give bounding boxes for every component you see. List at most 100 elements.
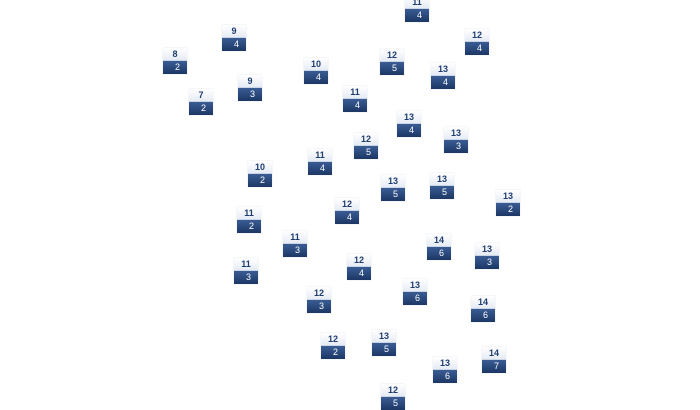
node-bottom-label: 3: [444, 140, 468, 153]
node-top-label: 13: [475, 243, 499, 256]
node-top-label: 11: [237, 207, 261, 220]
node-bottom-label: 2: [163, 61, 187, 74]
node: 12 5: [354, 133, 378, 159]
node: 13 4: [397, 111, 421, 137]
node-top-label: 13: [496, 190, 520, 203]
node-bottom-label: 4: [347, 267, 371, 280]
node-bottom-label: 4: [405, 9, 429, 22]
node: 12 4: [347, 254, 371, 280]
node: 13 4: [431, 63, 455, 89]
node-bottom-label: 7: [482, 360, 506, 373]
node-bottom-label: 5: [381, 397, 405, 410]
node: 14 6: [427, 234, 451, 260]
node: 12 4: [335, 198, 359, 224]
node-bottom-label: 2: [237, 220, 261, 233]
node: 13 2: [496, 190, 520, 216]
node-bottom-label: 3: [238, 88, 262, 101]
node-bottom-label: 4: [335, 211, 359, 224]
node-bottom-label: 4: [397, 124, 421, 137]
node-top-label: 11: [343, 86, 367, 99]
node-bottom-label: 5: [430, 186, 454, 199]
node-top-label: 11: [405, 0, 429, 9]
node-bottom-label: 4: [343, 99, 367, 112]
node: 12 5: [381, 384, 405, 410]
node-top-label: 14: [471, 296, 495, 309]
node: 12 2: [321, 333, 345, 359]
node-top-label: 13: [381, 175, 405, 188]
node-top-label: 7: [189, 89, 213, 102]
node-top-label: 12: [381, 384, 405, 397]
node-top-label: 12: [307, 287, 331, 300]
node-bottom-label: 3: [234, 271, 258, 284]
node: 11 3: [234, 258, 258, 284]
node-bottom-label: 6: [433, 370, 457, 383]
node-top-label: 11: [308, 149, 332, 162]
node-top-label: 10: [304, 58, 328, 71]
node: 13 5: [430, 173, 454, 199]
node-top-label: 10: [248, 161, 272, 174]
node-top-label: 11: [234, 258, 258, 271]
node-top-label: 12: [354, 133, 378, 146]
node: 11 3: [283, 231, 307, 257]
node-top-label: 13: [397, 111, 421, 124]
node-top-label: 13: [403, 279, 427, 292]
node-bottom-label: 2: [496, 203, 520, 216]
node-top-label: 13: [430, 173, 454, 186]
node-top-label: 12: [321, 333, 345, 346]
node: 13 6: [403, 279, 427, 305]
node-bottom-label: 5: [354, 146, 378, 159]
node-bottom-label: 3: [475, 256, 499, 269]
node: 12 5: [380, 49, 404, 75]
node-bottom-label: 4: [465, 42, 489, 55]
node: 13 5: [372, 330, 396, 356]
node: 13 5: [381, 175, 405, 201]
node-top-label: 13: [431, 63, 455, 76]
node-top-label: 14: [427, 234, 451, 247]
node-top-label: 13: [433, 357, 457, 370]
node-top-label: 8: [163, 48, 187, 61]
node: 11 4: [405, 0, 429, 22]
node-bottom-label: 5: [372, 343, 396, 356]
node-top-label: 12: [465, 29, 489, 42]
node-bottom-label: 4: [431, 76, 455, 89]
node: 11 4: [343, 86, 367, 112]
node: 14 6: [471, 296, 495, 322]
node-top-label: 13: [372, 330, 396, 343]
node: 13 3: [475, 243, 499, 269]
node-bottom-label: 2: [321, 346, 345, 359]
node-bottom-label: 4: [304, 71, 328, 84]
node-bottom-label: 6: [403, 292, 427, 305]
node-top-label: 14: [482, 347, 506, 360]
node-top-label: 11: [283, 231, 307, 244]
node-bottom-label: 6: [471, 309, 495, 322]
node: 13 6: [433, 357, 457, 383]
node-bottom-label: 2: [248, 174, 272, 187]
node: 12 3: [307, 287, 331, 313]
node-bottom-label: 3: [307, 300, 331, 313]
node-bottom-label: 5: [380, 62, 404, 75]
node: 11 2: [237, 207, 261, 233]
node-bottom-label: 4: [308, 162, 332, 175]
node-top-label: 9: [238, 75, 262, 88]
node: 10 2: [248, 161, 272, 187]
node-top-label: 13: [444, 127, 468, 140]
node: 10 4: [304, 58, 328, 84]
node-top-label: 12: [347, 254, 371, 267]
node-top-label: 12: [335, 198, 359, 211]
node: 13 3: [444, 127, 468, 153]
node-top-label: 12: [380, 49, 404, 62]
node-bottom-label: 5: [381, 188, 405, 201]
node: 11 4: [308, 149, 332, 175]
node-bottom-label: 4: [222, 38, 246, 51]
node-bottom-label: 3: [283, 244, 307, 257]
node-bottom-label: 6: [427, 247, 451, 260]
node: 12 4: [465, 29, 489, 55]
node-bottom-label: 2: [189, 102, 213, 115]
node: 14 7: [482, 347, 506, 373]
node-top-label: 9: [222, 25, 246, 38]
